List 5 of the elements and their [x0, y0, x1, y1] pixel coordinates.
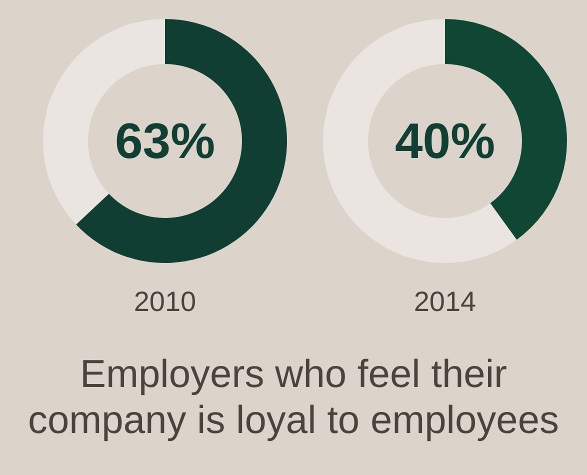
text: 2010 [132, 285, 198, 319]
text: 2014 [412, 285, 478, 319]
text: 40% [394, 113, 496, 169]
text: 63% [114, 113, 216, 169]
text: Employers who feel their company is loyal to employees [26, 352, 560, 444]
